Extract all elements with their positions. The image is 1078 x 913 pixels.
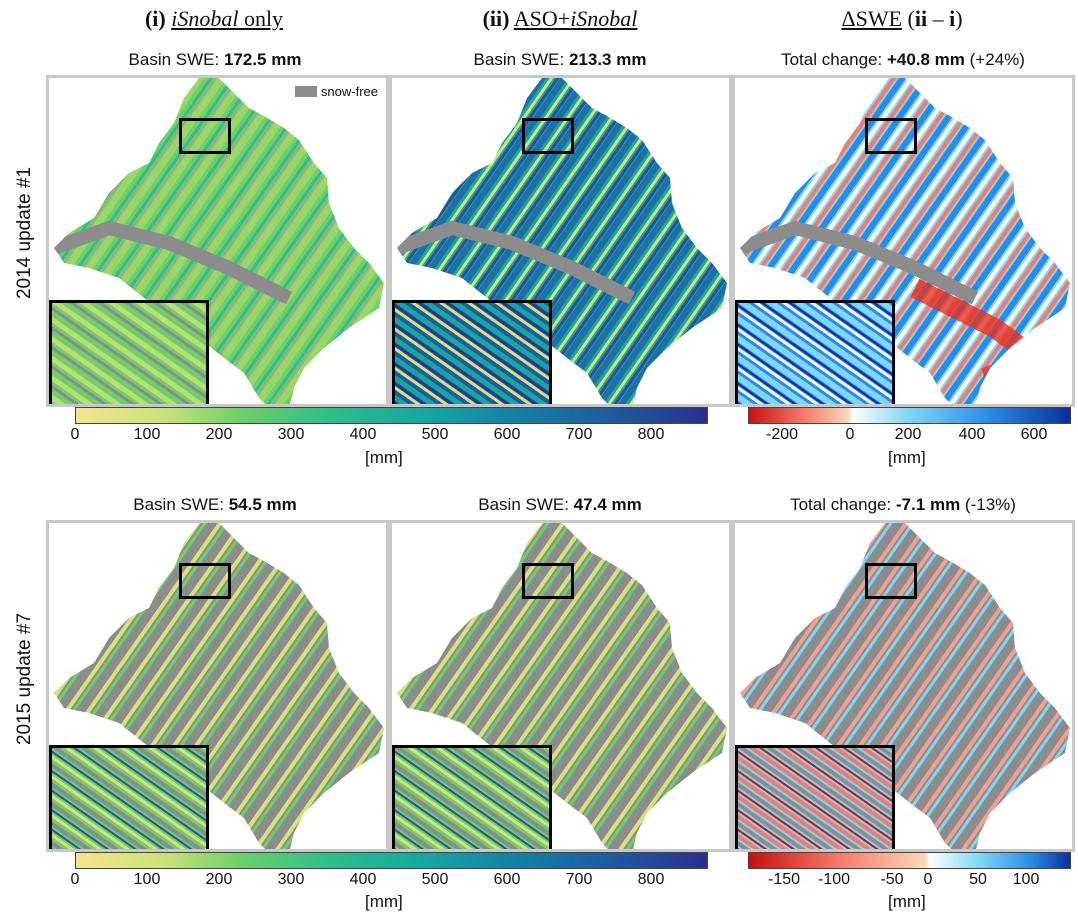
zoom-inset-2014-isnobal xyxy=(49,300,209,404)
delta-colorbar-ticks-2015: -150 -100 -50 0 50 100 xyxy=(748,871,1071,891)
delta-colorbar-2014 xyxy=(748,407,1071,424)
tick-label: 500 xyxy=(421,871,449,888)
snow-free-label: snow-free xyxy=(320,84,378,99)
zoom-inset-2014-aso xyxy=(392,300,552,404)
map-title-2015-aso: Basin SWE: 47.4 mm xyxy=(478,495,642,514)
tick-label: 700 xyxy=(565,871,593,888)
map-panel-2014-aso xyxy=(389,75,732,407)
inset-locator-box xyxy=(522,563,574,599)
map-title-2015-isnobal: Basin SWE: 54.5 mm xyxy=(133,495,297,514)
map-panel-2015-isnobal xyxy=(46,520,389,852)
inset-locator-box xyxy=(865,563,917,599)
zoom-inset-2014-delta xyxy=(735,300,895,404)
map-title-2014-isnobal: Basin SWE: 172.5 mm xyxy=(128,50,302,69)
zoom-inset-2015-isnobal xyxy=(49,745,209,849)
map-title-2014-aso: Basin SWE: 213.3 mm xyxy=(473,50,647,69)
tick-label: 800 xyxy=(637,426,665,443)
snow-free-swatch xyxy=(294,86,317,97)
tick-label: 0 xyxy=(70,426,80,443)
tick-label: 50 xyxy=(969,871,987,888)
row-label-2015: 2015 update #7 xyxy=(14,612,35,746)
inset-locator-box xyxy=(865,118,917,154)
snow-free-legend: snow-free xyxy=(294,84,378,99)
swe-colorbar-ticks-2014: 0 100 200 300 400 500 600 700 800 xyxy=(71,426,708,446)
tick-label: 100 xyxy=(133,426,161,443)
column-header-aso-isnobal: (ii) ASO+iSnobal xyxy=(482,6,638,31)
tick-label: -200 xyxy=(765,426,799,443)
delta-colorbar-ticks-2014: -200 0 200 400 600 xyxy=(748,426,1071,446)
delta-colorbar-unit-2015: [mm] xyxy=(888,892,926,911)
map-panel-2014-isnobal: snow-free xyxy=(46,75,389,407)
map-panel-2015-delta xyxy=(732,520,1075,852)
tick-label: 600 xyxy=(493,426,521,443)
tick-label: -100 xyxy=(817,871,851,888)
column-header-delta-swe: ΔSWE (ii – i) xyxy=(841,6,963,31)
map-panel-2015-aso xyxy=(389,520,732,852)
tick-label: 0 xyxy=(923,871,933,888)
inset-locator-box xyxy=(522,118,574,154)
tick-label: 600 xyxy=(1020,426,1048,443)
inset-locator-box xyxy=(179,563,231,599)
swe-colorbar-2015 xyxy=(75,852,708,869)
swe-colorbar-ticks-2015: 0 100 200 300 400 500 600 700 800 xyxy=(71,871,708,891)
tick-label: -150 xyxy=(767,871,801,888)
tick-label: 600 xyxy=(493,871,521,888)
zoom-inset-2015-delta xyxy=(735,745,895,849)
map-panel-2014-delta xyxy=(732,75,1075,407)
tick-label: 100 xyxy=(1012,871,1040,888)
tick-label: -50 xyxy=(880,871,904,888)
tick-label: 400 xyxy=(349,871,377,888)
tick-label: 200 xyxy=(894,426,922,443)
map-title-2015-delta: Total change: -7.1 mm (-13%) xyxy=(790,495,1016,514)
inset-locator-box xyxy=(179,118,231,154)
tick-label: 300 xyxy=(277,871,305,888)
tick-label: 100 xyxy=(133,871,161,888)
swe-colorbar-unit-2015: [mm] xyxy=(365,892,403,911)
tick-label: 0 xyxy=(70,871,80,888)
delta-colorbar-unit-2014: [mm] xyxy=(888,448,926,467)
tick-label: 500 xyxy=(421,426,449,443)
swe-colorbar-2014 xyxy=(75,407,708,424)
tick-label: 200 xyxy=(205,426,233,443)
tick-label: 400 xyxy=(958,426,986,443)
map-title-2014-delta: Total change: +40.8 mm (+24%) xyxy=(781,50,1025,69)
swe-colorbar-unit-2014: [mm] xyxy=(365,448,403,467)
zoom-inset-2015-aso xyxy=(392,745,552,849)
tick-label: 0 xyxy=(845,426,855,443)
tick-label: 800 xyxy=(637,871,665,888)
tick-label: 700 xyxy=(565,426,593,443)
tick-label: 200 xyxy=(205,871,233,888)
delta-colorbar-2015 xyxy=(748,852,1071,869)
column-header-isnobal-only: (i) iSnobal only xyxy=(144,6,284,31)
tick-label: 300 xyxy=(277,426,305,443)
row-label-2014: 2014 update #1 xyxy=(14,166,35,300)
tick-label: 400 xyxy=(349,426,377,443)
